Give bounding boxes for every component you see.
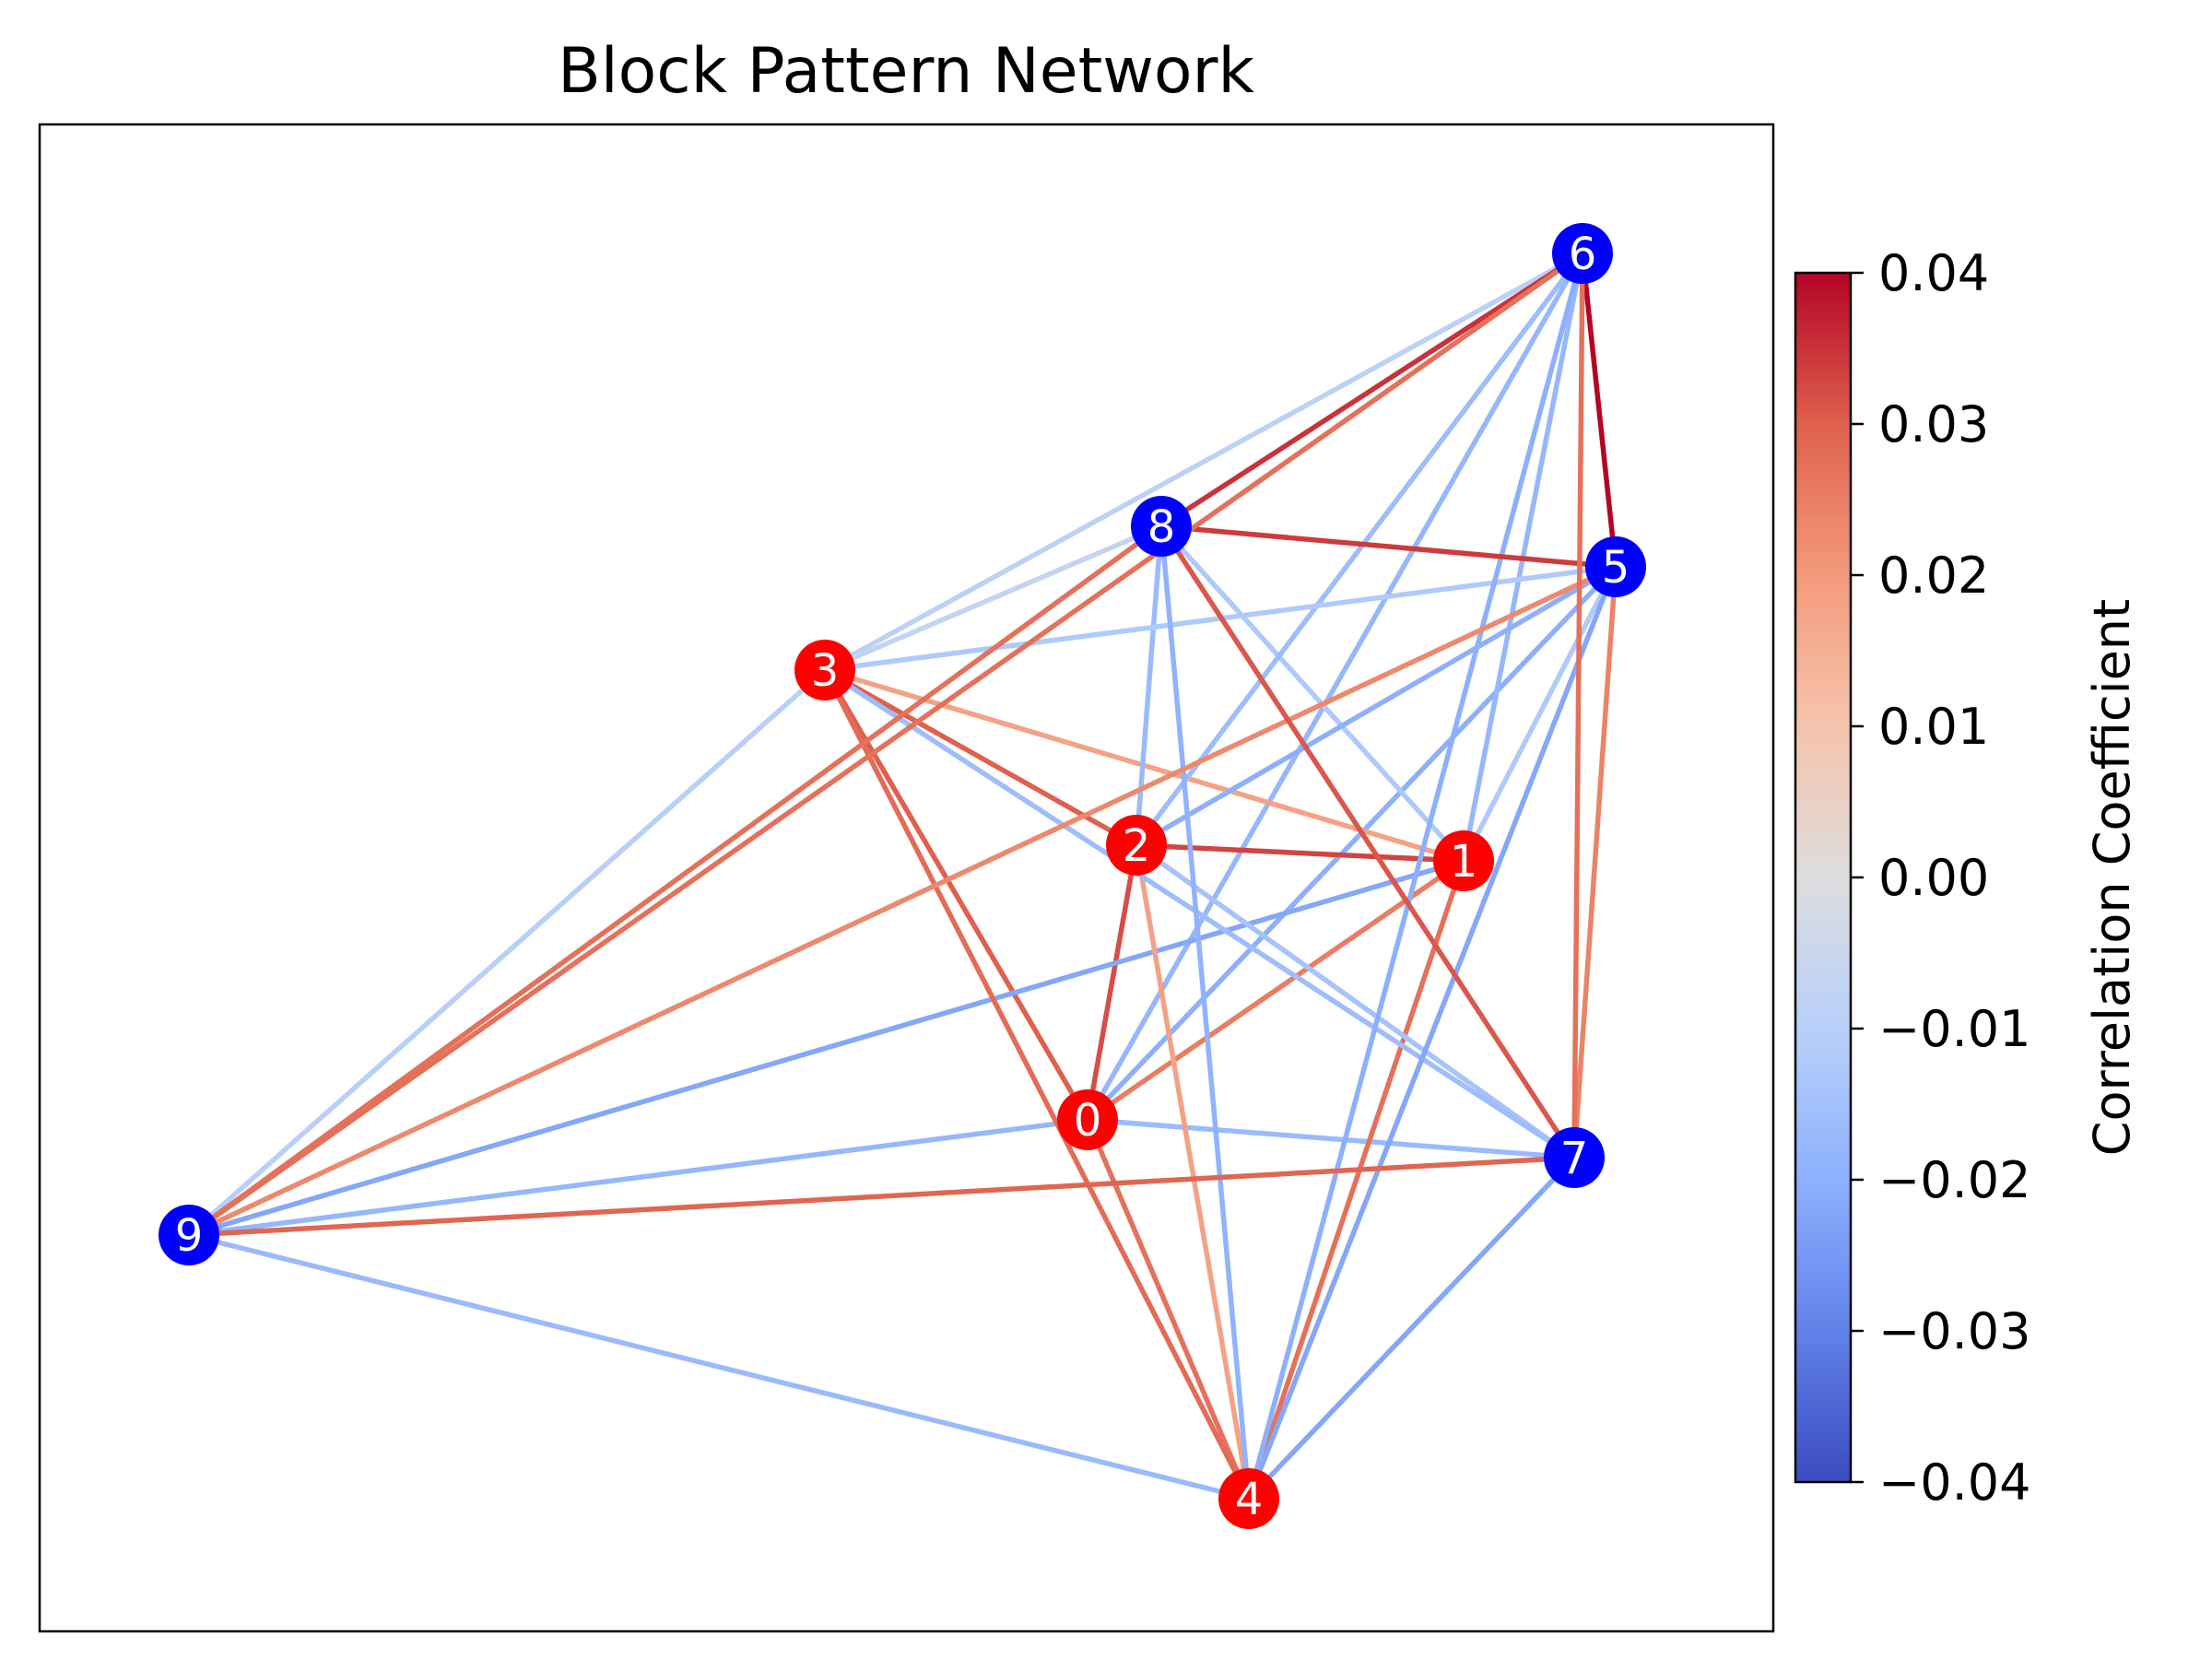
node-circle [1585,536,1646,597]
colorbar-tick-label: 0.03 [1878,395,1989,453]
node-label: 5 [1602,542,1630,594]
edge-3-7 [823,667,1576,1160]
edge-5-6 [1580,253,1618,568]
node-7: 7 [1544,1127,1605,1188]
edge-7-8 [1159,524,1577,1159]
edge-1-5 [1461,565,1618,863]
edge-4-8 [1159,525,1252,1500]
node-6: 6 [1552,223,1613,284]
edge-3-8 [823,524,1163,673]
plot-frame [38,123,1775,1633]
edge-1-8 [1159,524,1466,863]
edge-6-9 [187,251,1584,1238]
colorbar-tick-label: 0.04 [1878,244,1989,302]
node-circle [794,640,855,700]
node-5: 5 [1585,536,1646,597]
edge-2-4 [1134,844,1252,1500]
edge-8-9 [187,524,1163,1238]
colorbar-ticks: 0.04 0.03 0.02 0.01 0.00 −0.01 −0.02 −0.03 −0.04 [1851,244,2030,1512]
colorbar-tick-label: 0.01 [1878,698,1989,756]
colorbar-tick-label: −0.02 [1878,1151,2030,1209]
edge-1-4 [1246,860,1466,1500]
edge-2-5 [1135,564,1618,848]
node-circle [159,1205,219,1265]
node-circle [1057,1089,1118,1150]
colorbar-label: Correlation Coefficient [2083,599,2141,1156]
edge-4-9 [188,1232,1250,1501]
edge-0-2 [1085,844,1139,1121]
node-circle [1218,1468,1279,1529]
edge-4-7 [1247,1156,1576,1500]
edge-5-9 [187,564,1618,1238]
node-label: 0 [1074,1095,1102,1147]
edge-3-4 [822,668,1252,1500]
edge-0-9 [188,1117,1088,1238]
node-label: 7 [1560,1133,1589,1184]
node-label: 9 [175,1210,204,1262]
edge-0-3 [822,668,1090,1122]
edges-layer [187,251,1618,1501]
node-1: 1 [1433,830,1494,891]
nodes-layer: 0 1 2 3 4 5 6 7 8 9 [159,223,1646,1529]
node-label: 6 [1569,229,1597,280]
edge-2-6 [1134,252,1585,847]
edge-5-8 [1160,524,1617,570]
edge-3-9 [187,667,827,1238]
node-label: 3 [811,645,840,697]
graph-area: 0 1 2 3 4 5 6 7 8 9 [159,223,1646,1529]
edge-0-7 [1087,1117,1575,1160]
node-circle [1433,830,1494,891]
chart-title: Block Pattern Network [558,35,1254,108]
edge-0-1 [1086,858,1465,1123]
colorbar-gradient [1794,271,1853,1484]
node-0: 0 [1057,1089,1118,1150]
edge-3-6 [823,251,1584,673]
colorbar-tick-label: −0.04 [1878,1453,2030,1512]
colorbar-tick-label: −0.01 [1878,1000,2030,1058]
node-circle [1106,815,1167,876]
edge-7-9 [188,1155,1575,1238]
node-label: 2 [1123,820,1151,872]
edge-1-9 [188,858,1465,1238]
edge-4-5 [1246,565,1618,1500]
edge-0-6 [1085,252,1585,1122]
edge-0-5 [1086,565,1618,1122]
node-label: 1 [1450,836,1478,888]
edge-6-8 [1159,251,1584,529]
colorbar-tick-label: −0.03 [1878,1302,2030,1360]
colorbar: 0.04 0.03 0.02 0.01 0.00 −0.01 −0.02 −0.03 −0.04… [1794,244,2141,1512]
colorbar-tick-label: 0.00 [1878,849,1989,907]
edge-6-7 [1571,253,1585,1159]
colorbar-tick-label: 0.02 [1878,547,1989,605]
node-9: 9 [159,1205,219,1265]
edge-4-6 [1246,253,1585,1500]
node-circle [1131,496,1192,557]
node-label: 8 [1147,501,1176,553]
node-4: 4 [1218,1468,1279,1529]
node-3: 3 [794,640,855,700]
node-label: 4 [1235,1474,1264,1525]
node-8: 8 [1131,496,1192,557]
edge-5-7 [1571,566,1618,1159]
edge-2-7 [1135,842,1576,1160]
node-circle [1552,223,1613,284]
node-2: 2 [1106,815,1167,876]
node-circle [1544,1127,1605,1188]
